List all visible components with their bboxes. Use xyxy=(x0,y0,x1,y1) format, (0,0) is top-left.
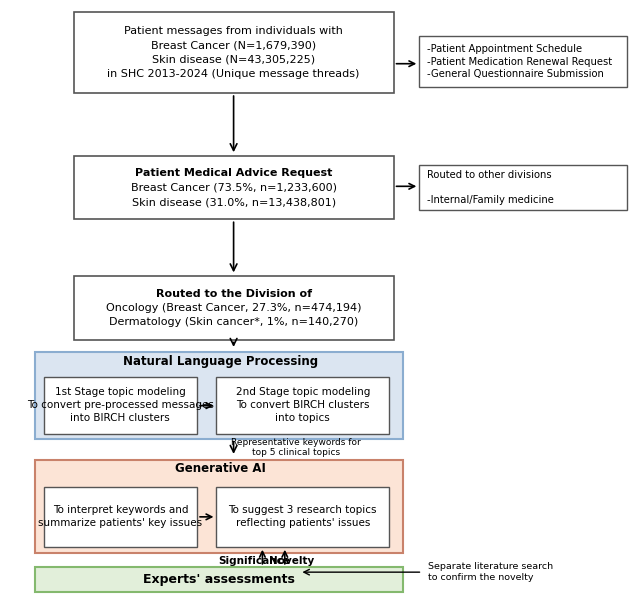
Text: Patient messages: Patient messages xyxy=(179,26,289,36)
Text: Skin disease (N=43,305,225): Skin disease (N=43,305,225) xyxy=(152,55,315,65)
Text: summarize patients' key issues: summarize patients' key issues xyxy=(38,519,202,528)
Text: Patient messages from individuals with: Patient messages from individuals with xyxy=(124,26,343,36)
Text: Dermatology (Skin cancer*, 1%, n=140,270): Dermatology (Skin cancer*, 1%, n=140,270… xyxy=(109,317,358,328)
Bar xyxy=(35,352,403,439)
Text: Oncology (Breast Cancer, 27.3%, n=474,194): Oncology (Breast Cancer, 27.3%, n=474,19… xyxy=(106,303,362,313)
Text: Patient messages from individuals with: Patient messages from individuals with xyxy=(124,26,343,36)
Text: in SHC 2013-2024 (Unique message threads): in SHC 2013-2024 (Unique message threads… xyxy=(108,69,360,79)
Bar xyxy=(419,165,627,210)
Text: -Patient Medication Renewal Request: -Patient Medication Renewal Request xyxy=(427,56,612,67)
Text: -General Questionnaire Submission: -General Questionnaire Submission xyxy=(427,69,604,79)
Bar xyxy=(74,12,394,93)
Bar xyxy=(216,487,389,547)
Bar xyxy=(419,36,627,87)
Bar xyxy=(75,25,392,37)
Bar xyxy=(74,276,394,340)
Bar xyxy=(35,460,403,553)
Text: Significance: Significance xyxy=(219,557,291,566)
Text: To interpret keywords and: To interpret keywords and xyxy=(52,505,188,515)
Text: 1st Stage topic modeling: 1st Stage topic modeling xyxy=(55,388,186,397)
Text: Patient Medical Advice Request: Patient Medical Advice Request xyxy=(135,168,332,178)
Text: Skin disease (31.0%, n=13,438,801): Skin disease (31.0%, n=13,438,801) xyxy=(132,197,335,207)
Text: Routed to the Division of: Routed to the Division of xyxy=(156,288,312,299)
Text: Representative keywords for
top 5 clinical topics: Representative keywords for top 5 clinic… xyxy=(231,438,360,457)
Text: -Patient Appointment Schedule: -Patient Appointment Schedule xyxy=(427,44,582,54)
Text: Natural Language Processing: Natural Language Processing xyxy=(124,355,318,368)
Text: into BIRCH clusters: into BIRCH clusters xyxy=(70,413,170,423)
Bar xyxy=(74,156,394,219)
Text: -Internal/Family medicine: -Internal/Family medicine xyxy=(427,195,554,206)
Bar xyxy=(216,377,389,434)
Text: Breast Cancer (73.5%, n=1,233,600): Breast Cancer (73.5%, n=1,233,600) xyxy=(131,183,337,193)
Text: To suggest 3 research topics: To suggest 3 research topics xyxy=(228,505,377,515)
Bar xyxy=(35,567,403,592)
Text: 2nd Stage topic modeling: 2nd Stage topic modeling xyxy=(236,388,370,397)
Text: Routed to other divisions: Routed to other divisions xyxy=(427,170,552,180)
Text: Generative AI: Generative AI xyxy=(175,462,266,475)
Text: Breast Cancer (N=1,679,390): Breast Cancer (N=1,679,390) xyxy=(151,40,316,50)
Text: To convert pre-processed messages: To convert pre-processed messages xyxy=(27,400,214,410)
Bar xyxy=(44,377,197,434)
Text: Experts' assessments: Experts' assessments xyxy=(143,573,295,586)
Text: Novelty: Novelty xyxy=(269,557,314,566)
Bar xyxy=(44,487,197,547)
Text: reflecting patients' issues: reflecting patients' issues xyxy=(236,519,370,528)
Text: into topics: into topics xyxy=(275,413,330,423)
Text: To convert BIRCH clusters: To convert BIRCH clusters xyxy=(236,400,369,410)
Text: Separate literature search
to confirm the novelty: Separate literature search to confirm th… xyxy=(428,563,553,582)
